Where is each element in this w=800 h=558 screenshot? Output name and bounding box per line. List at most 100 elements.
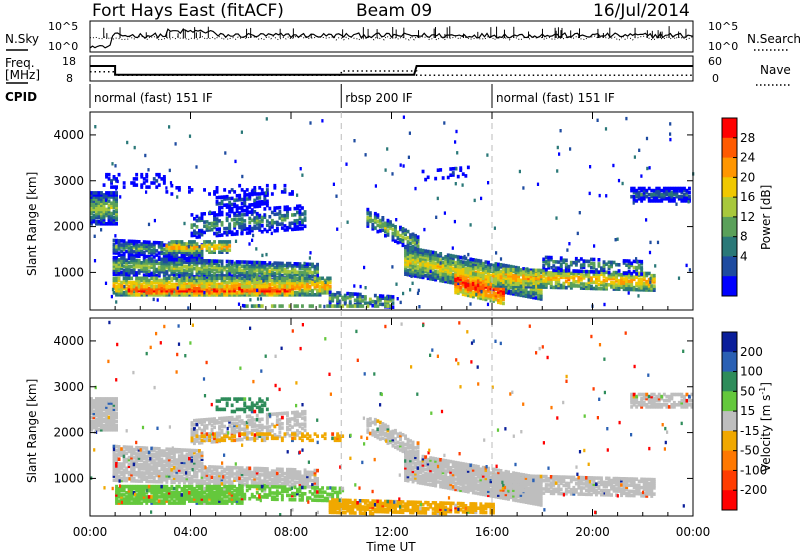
heatmap-cell	[452, 273, 455, 277]
heatmap-cell	[231, 277, 234, 281]
heatmap-cell	[600, 287, 603, 291]
heatmap-speckle	[622, 182, 624, 185]
heatmap-cell	[306, 283, 309, 287]
heatmap-cell	[216, 244, 219, 248]
heatmap-cell	[208, 226, 211, 230]
heatmap-cell	[545, 260, 548, 264]
heatmap-cell	[610, 273, 613, 277]
heatmap-cell	[309, 285, 312, 289]
heatmap-speckle	[375, 301, 377, 304]
heatmap-cell	[376, 220, 379, 224]
heatmap-cell	[495, 272, 498, 276]
heatmap-cell	[115, 222, 118, 226]
heatmap-cell	[188, 186, 191, 190]
heatmap-cell	[133, 181, 136, 185]
heatmap-cell	[203, 259, 206, 263]
heatmap-cell	[520, 285, 523, 289]
heatmap-cell	[211, 277, 214, 281]
heatmap-speckle	[177, 286, 179, 289]
heatmap-cell	[115, 397, 118, 401]
heatmap-cell	[296, 270, 299, 274]
heatmap-cell	[643, 282, 646, 286]
heatmap-cell	[454, 261, 457, 265]
colorbar-tick-label: 4	[740, 249, 748, 263]
heatmap-cell	[263, 207, 266, 211]
heatmap-cell	[123, 181, 126, 185]
heatmap-cell	[565, 259, 568, 263]
heatmap-cell	[213, 240, 216, 244]
heatmap-cell	[213, 211, 216, 215]
heatmap-cell	[278, 285, 281, 289]
heatmap-cell	[213, 244, 216, 248]
heatmap-cell	[201, 254, 204, 258]
heatmap-cell	[530, 271, 533, 275]
heatmap-cell	[125, 287, 128, 291]
heatmap-speckle	[612, 164, 614, 167]
heatmap-cell	[135, 173, 138, 177]
heatmap-cell	[236, 214, 239, 218]
heatmap-speckle	[669, 138, 671, 141]
heatmap-speckle	[633, 201, 635, 204]
heatmap-cell	[193, 267, 196, 271]
heatmap-cell	[258, 220, 261, 224]
heatmap-cell	[138, 259, 141, 263]
heatmap-cell	[128, 240, 131, 244]
heatmap-cell	[113, 239, 116, 243]
heatmap-speckle	[526, 267, 528, 270]
heatmap-cell	[203, 277, 206, 281]
heatmap-cell	[291, 228, 294, 232]
heatmap-cell	[346, 304, 349, 308]
heatmap-cell	[178, 279, 181, 283]
heatmap-cell	[135, 259, 138, 263]
heatmap-cell	[168, 258, 171, 262]
heatmap-cell	[211, 228, 214, 232]
heatmap-cell	[95, 397, 98, 401]
heatmap-speckle	[183, 273, 185, 276]
heatmap-cell	[562, 269, 565, 273]
heatmap-cell	[261, 230, 264, 234]
heatmap-cell	[246, 227, 249, 231]
heatmap-cell	[228, 248, 231, 252]
heatmap-cell	[261, 224, 264, 228]
heatmap-cell	[638, 191, 641, 195]
heatmap-speckle	[300, 167, 302, 170]
heatmap-speckle	[260, 297, 262, 300]
heatmap-cell	[143, 450, 146, 454]
heatmap-speckle	[144, 256, 146, 259]
heatmap-cell	[311, 289, 314, 293]
heatmap-cell	[145, 179, 148, 183]
nsky-label: N.Sky	[5, 32, 39, 46]
heatmap-cell	[93, 409, 96, 413]
heatmap-cell	[522, 267, 525, 271]
heatmap-cell	[535, 269, 538, 273]
heatmap-cell	[409, 247, 412, 251]
heatmap-cell	[218, 277, 221, 281]
heatmap-speckle	[224, 151, 226, 154]
heatmap-cell	[653, 274, 656, 278]
heatmap-cell	[208, 246, 211, 250]
heatmap-cell	[108, 416, 111, 420]
heatmap-cell	[497, 263, 500, 267]
heatmap-cell	[407, 230, 410, 234]
heatmap-cell	[660, 193, 663, 197]
heatmap-cell	[603, 260, 606, 264]
heatmap-cell	[457, 175, 460, 179]
heatmap-cell	[213, 190, 216, 194]
heatmap-cell	[557, 260, 560, 264]
heatmap-cell	[115, 256, 118, 260]
heatmap-speckle	[201, 230, 203, 233]
heatmap-cell	[495, 292, 498, 296]
heatmap-cell	[258, 186, 261, 190]
heatmap-cell	[138, 285, 141, 289]
heatmap-cell	[459, 256, 462, 260]
heatmap-cell	[580, 286, 583, 290]
heatmap-cell	[660, 189, 663, 193]
heatmap-speckle	[603, 303, 605, 306]
heatmap-cell	[103, 412, 106, 416]
heatmap-cell	[640, 272, 643, 276]
heatmap-cell	[191, 188, 194, 192]
ytick-label: 1000	[53, 265, 84, 279]
heatmap-cell	[645, 272, 648, 276]
heatmap-cell	[663, 187, 666, 191]
heatmap-cell	[165, 452, 168, 456]
